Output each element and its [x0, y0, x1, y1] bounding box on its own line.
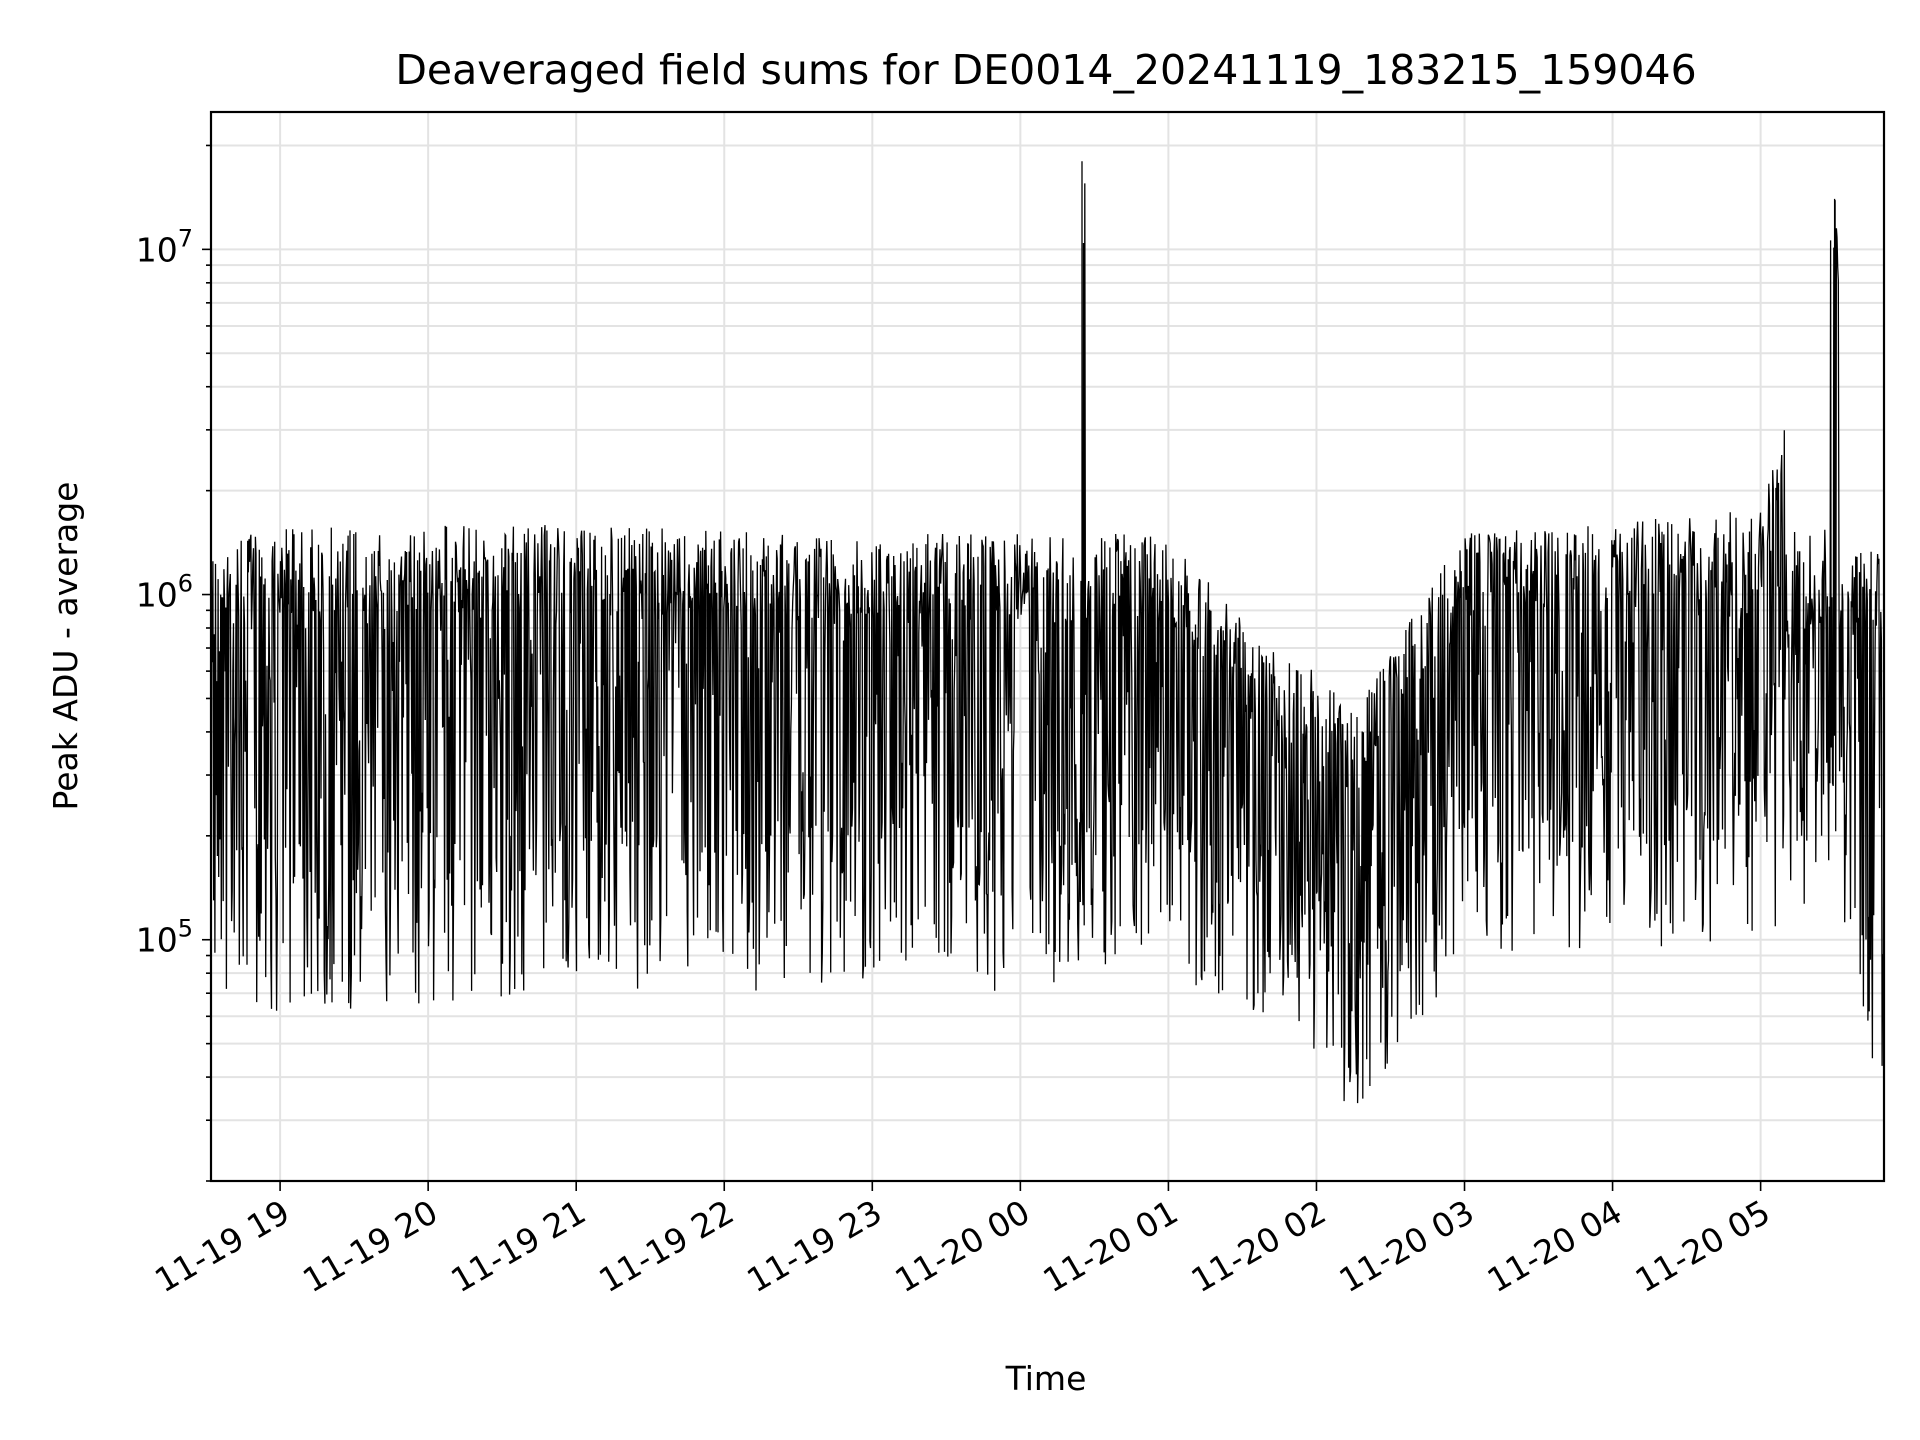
y-tick-label: 105 [136, 915, 193, 960]
y-tick-label: 106 [136, 570, 193, 615]
chart-title: Deaveraged field sums for DE0014_2024111… [395, 46, 1696, 94]
plot-frame [209, 110, 1886, 1183]
y-tick-label: 107 [136, 224, 193, 269]
series-line [210, 161, 1885, 1104]
y-axis-label: Peak ADU - average [46, 482, 85, 811]
x-axis-label: Time [1005, 1359, 1087, 1398]
y-axis: 105 106 107 [136, 144, 211, 1182]
data-series [210, 161, 1885, 1104]
